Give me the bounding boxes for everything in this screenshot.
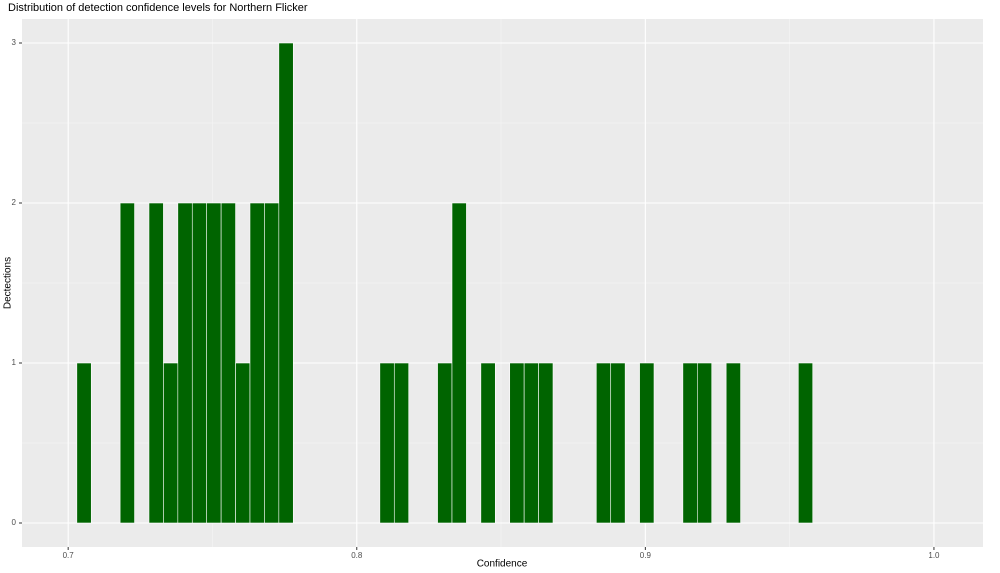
bar: [725, 362, 741, 524]
bar: [437, 362, 453, 524]
bar: [249, 202, 265, 524]
bar: [76, 362, 92, 524]
bar: [451, 202, 467, 524]
y-tick-label: 2: [12, 198, 17, 207]
x-tick-label: 0.7: [63, 551, 75, 560]
x-axis-label: Confidence: [477, 559, 528, 570]
bar: [163, 362, 179, 524]
bar: [639, 362, 655, 524]
x-tick-label: 1.0: [928, 551, 940, 560]
bar: [148, 202, 164, 524]
bar: [480, 362, 496, 524]
bar: [220, 202, 236, 524]
bar: [264, 202, 280, 524]
bar: [595, 362, 612, 524]
bar: [191, 202, 207, 524]
y-axis-label: Dectections: [3, 257, 14, 309]
bar: [523, 362, 539, 524]
bar: [235, 362, 251, 524]
bar: [682, 362, 698, 524]
y-tick-label: 3: [12, 38, 17, 47]
bar: [798, 362, 814, 524]
bar: [393, 362, 410, 524]
bar: [206, 202, 222, 524]
bar: [177, 202, 193, 524]
bar: [278, 42, 294, 524]
bar: [509, 362, 525, 524]
bar: [379, 362, 395, 524]
x-tick-label: 0.9: [640, 551, 652, 560]
x-tick-label: 0.8: [351, 551, 363, 560]
bar: [538, 362, 554, 524]
y-tick-label: 0: [12, 518, 17, 527]
chart-title: Distribution of detection confidence lev…: [8, 2, 308, 14]
bar: [610, 362, 626, 524]
bar: [696, 362, 713, 524]
y-tick-label: 1: [12, 358, 17, 367]
bar: [119, 202, 135, 524]
